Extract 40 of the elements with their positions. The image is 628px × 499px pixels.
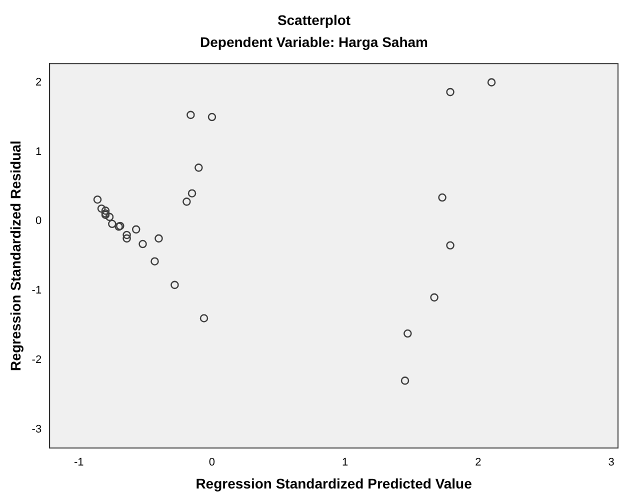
- x-tick-label: 0: [208, 456, 216, 469]
- point: [194, 164, 203, 172]
- point: [150, 257, 159, 266]
- y-tick-label: -3: [32, 423, 42, 436]
- point: [138, 240, 147, 248]
- point: [446, 88, 454, 96]
- point: [487, 78, 496, 86]
- point: [101, 206, 110, 215]
- point: [105, 212, 114, 222]
- x-tick-label: 1: [342, 456, 348, 469]
- x-axis-title: Regression Standardized Predicted Value: [196, 475, 472, 492]
- point: [97, 204, 106, 213]
- y-tick-label: -1: [32, 284, 42, 297]
- point: [430, 293, 438, 302]
- point: [188, 189, 196, 198]
- y-axis-title: Regression Standardized Residual: [7, 140, 24, 371]
- point: [108, 220, 116, 228]
- y-tick-label: 1: [35, 146, 42, 158]
- point: [93, 195, 102, 204]
- point: [186, 110, 195, 120]
- point: [400, 376, 410, 385]
- point: [404, 329, 412, 338]
- point: [438, 193, 446, 202]
- y-tick-label: 0: [35, 215, 42, 228]
- point: [122, 230, 131, 240]
- point: [154, 234, 163, 243]
- chart-title: Scatterplot: [276, 12, 352, 30]
- y-tick-label: -2: [32, 354, 42, 366]
- point: [446, 241, 454, 250]
- x-tick-label: 2: [475, 456, 482, 469]
- chart-subtitle: Dependent Variable: Harga Saham: [199, 34, 429, 52]
- point: [132, 225, 140, 234]
- point: [200, 314, 208, 322]
- point: [122, 234, 131, 243]
- y-tick-label: 2: [35, 76, 42, 88]
- point: [182, 198, 191, 206]
- x-tick-label: 3: [608, 456, 614, 469]
- x-tick-label: -1: [74, 456, 84, 469]
- point: [208, 112, 216, 122]
- point: [170, 280, 179, 290]
